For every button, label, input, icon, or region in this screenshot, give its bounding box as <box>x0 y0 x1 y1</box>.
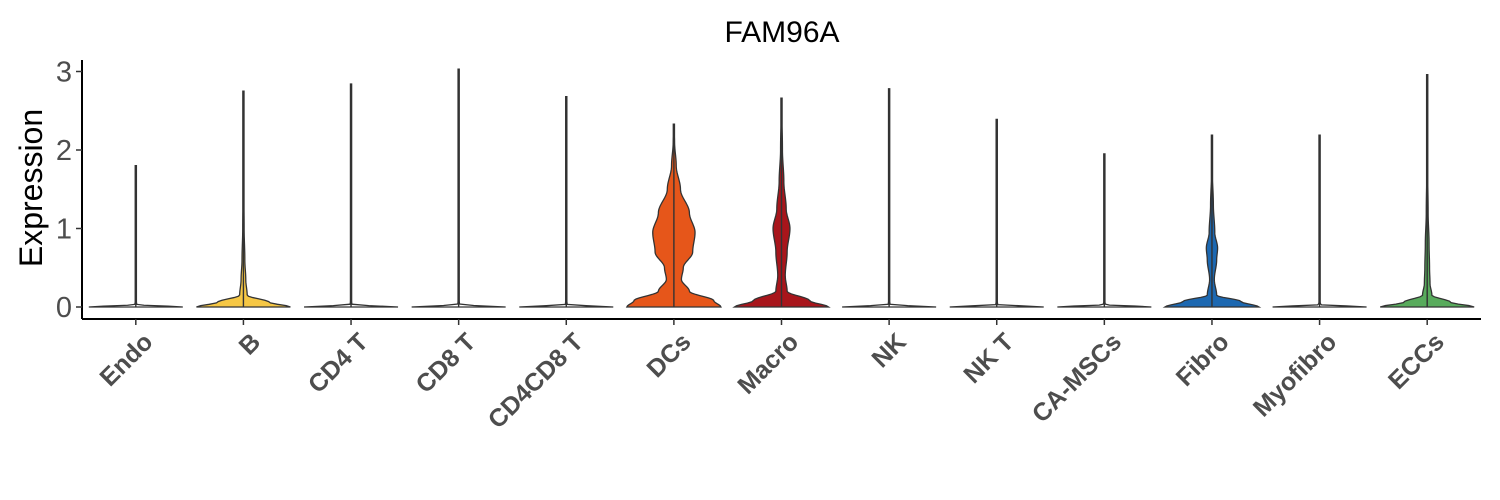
y-axis: 0 1 2 3 <box>56 57 83 324</box>
y-tick-label: 2 <box>56 135 72 167</box>
chart-title: FAM96A <box>724 16 839 49</box>
x-tick-label: Myofibro <box>1248 328 1342 422</box>
x-tick-label: CD4CD8 T <box>483 328 589 434</box>
x-tick-label: CD8 T <box>410 328 481 399</box>
violin-series <box>88 68 1475 308</box>
x-tick-label: Endo <box>94 328 158 392</box>
x-tick-label: CA-MSCs <box>1027 328 1127 428</box>
x-tick-label: CD4 T <box>303 328 374 399</box>
y-tick-label: 1 <box>56 214 72 246</box>
x-tick-label: ECCs <box>1383 328 1450 395</box>
x-tick-label: NK T <box>958 328 1019 389</box>
y-axis-label: Expression <box>13 109 49 267</box>
x-tick-label: B <box>234 328 267 361</box>
y-tick-label: 3 <box>56 57 72 89</box>
y-tick-label: 0 <box>56 292 72 324</box>
x-tick-label: NK <box>866 328 911 373</box>
x-tick-label: Fibro <box>1171 328 1235 392</box>
x-tick-label: Macro <box>732 328 804 400</box>
x-axis: Endo B CD4 T CD8 T CD4CD8 T DCs Macro NK NK T CA-… <box>82 318 1481 434</box>
x-tick-label: DCs <box>641 328 696 383</box>
